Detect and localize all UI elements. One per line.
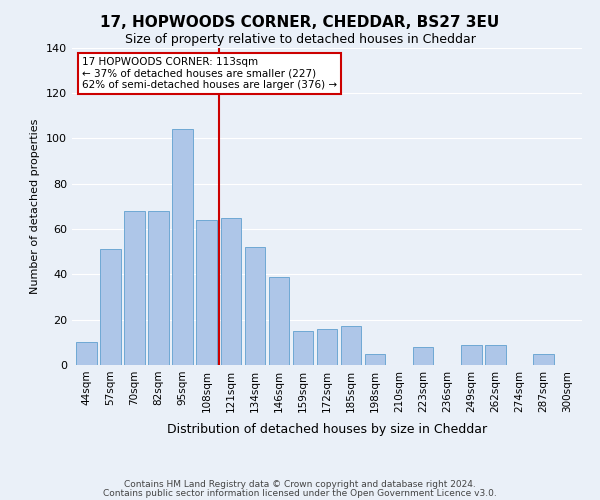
Bar: [245, 247, 265, 365]
Bar: [76, 342, 97, 365]
X-axis label: Distribution of detached houses by size in Cheddar: Distribution of detached houses by size …: [167, 423, 487, 436]
Bar: [533, 354, 554, 365]
Bar: [196, 220, 217, 365]
Bar: [461, 344, 482, 365]
Bar: [317, 328, 337, 365]
Bar: [100, 250, 121, 365]
Bar: [124, 211, 145, 365]
Y-axis label: Number of detached properties: Number of detached properties: [31, 118, 40, 294]
Text: 17, HOPWOODS CORNER, CHEDDAR, BS27 3EU: 17, HOPWOODS CORNER, CHEDDAR, BS27 3EU: [100, 15, 500, 30]
Bar: [269, 276, 289, 365]
Bar: [365, 354, 385, 365]
Bar: [172, 129, 193, 365]
Bar: [293, 331, 313, 365]
Bar: [341, 326, 361, 365]
Bar: [221, 218, 241, 365]
Bar: [148, 211, 169, 365]
Text: Contains HM Land Registry data © Crown copyright and database right 2024.: Contains HM Land Registry data © Crown c…: [124, 480, 476, 489]
Text: Contains public sector information licensed under the Open Government Licence v3: Contains public sector information licen…: [103, 488, 497, 498]
Bar: [485, 344, 506, 365]
Text: Size of property relative to detached houses in Cheddar: Size of property relative to detached ho…: [125, 32, 475, 46]
Bar: [413, 347, 433, 365]
Text: 17 HOPWOODS CORNER: 113sqm
← 37% of detached houses are smaller (227)
62% of sem: 17 HOPWOODS CORNER: 113sqm ← 37% of deta…: [82, 57, 337, 90]
